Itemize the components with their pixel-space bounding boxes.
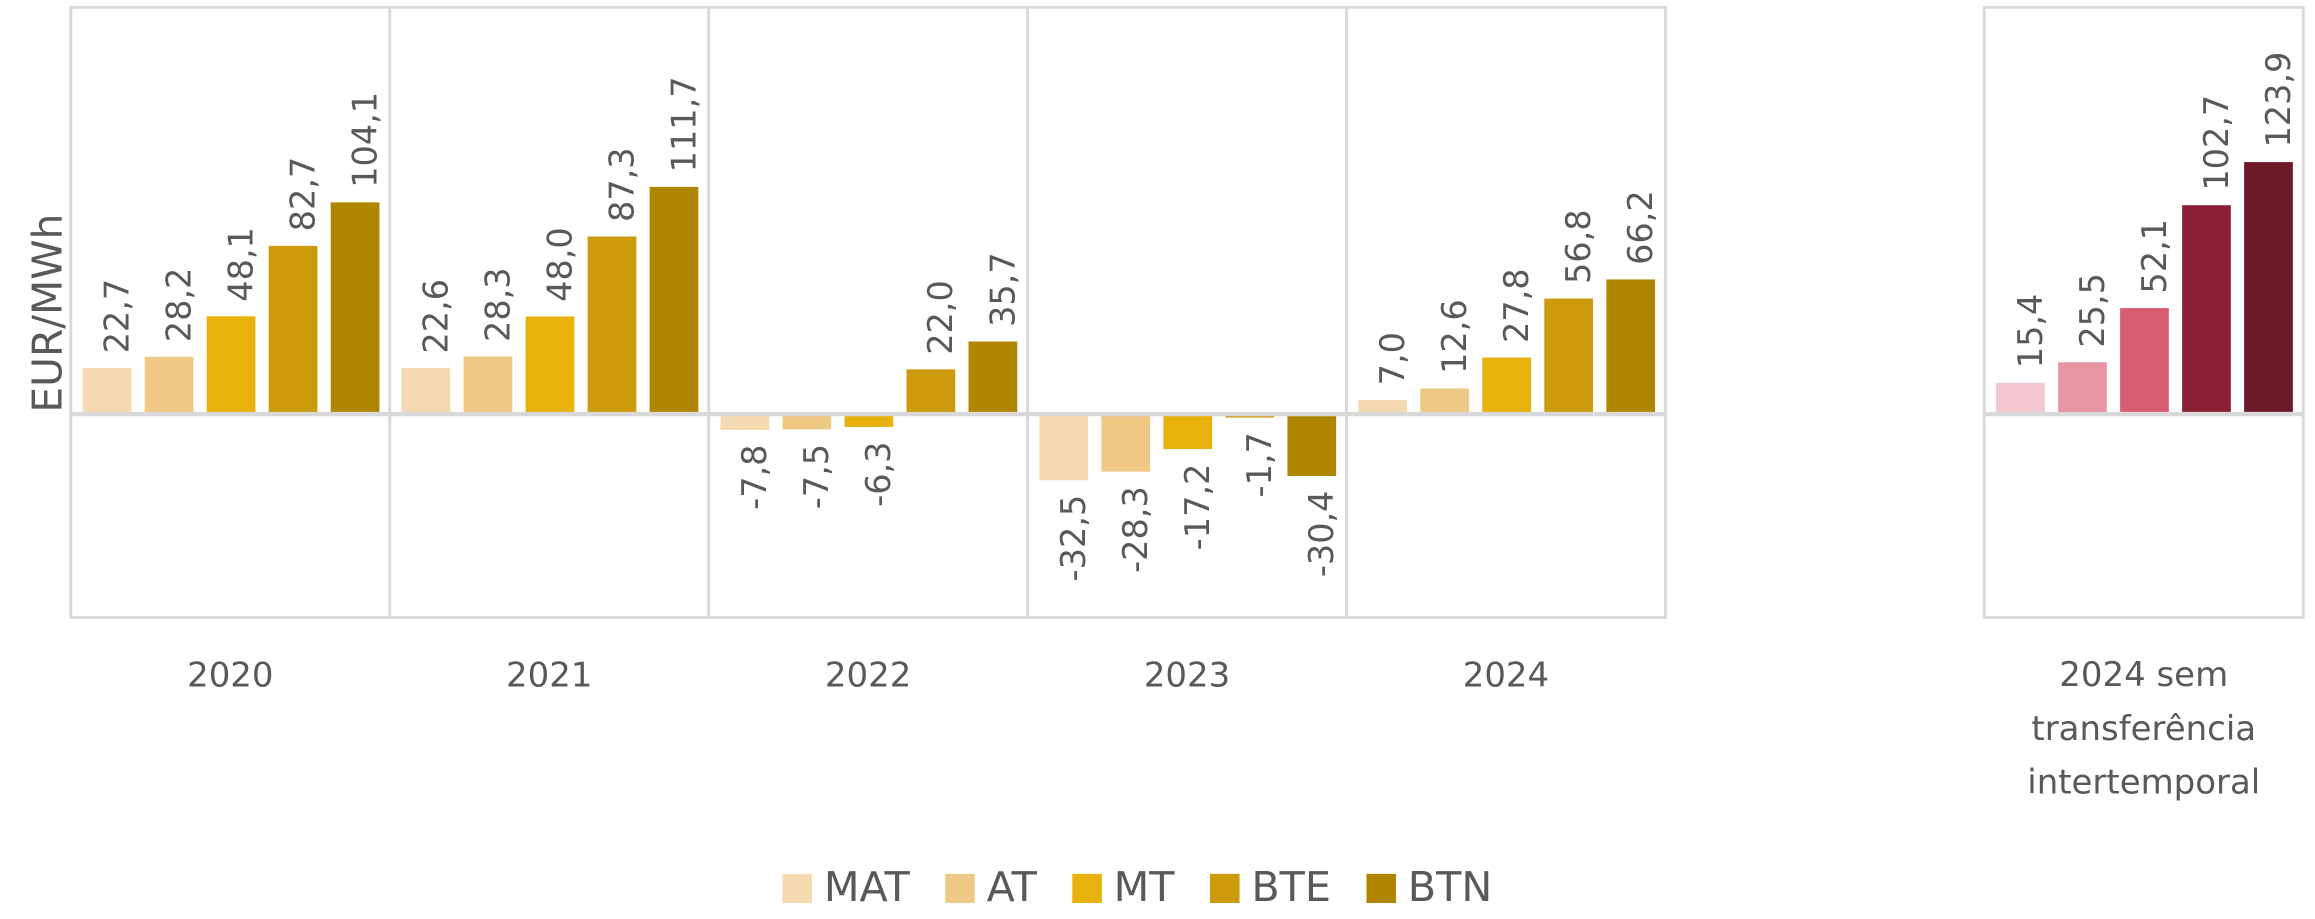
bar	[649, 186, 699, 415]
value-label: -28,3	[1116, 486, 1155, 573]
value-label: -6,3	[859, 441, 898, 506]
bar	[1163, 414, 1213, 450]
x-tick-label: 2024 sem transferência intertemporal	[2027, 656, 2261, 803]
legend-swatch	[1210, 873, 1240, 903]
bar	[401, 368, 451, 415]
x-tick-label: 2020	[187, 656, 273, 695]
value-label: 102,7	[2197, 95, 2236, 191]
value-label: 22,7	[97, 279, 136, 354]
x-tick-label-box: 2024 sem transferência intertemporal	[2027, 656, 2261, 803]
bar	[2244, 162, 2293, 415]
value-label: 123,9	[2259, 52, 2298, 148]
bar	[720, 414, 770, 430]
value-label: 28,3	[478, 267, 517, 342]
bar	[268, 245, 318, 415]
value-label: 52,1	[2135, 219, 2174, 294]
value-label: 7,0	[1373, 332, 1412, 385]
plot-frame	[1982, 5, 2305, 619]
bar	[906, 369, 956, 415]
bar	[782, 414, 832, 430]
legend-swatch	[1366, 873, 1397, 903]
value-label: -30,4	[1302, 491, 1341, 578]
value-label: 15,4	[2011, 294, 2050, 369]
legend-swatch	[1072, 873, 1102, 903]
bar	[463, 356, 513, 415]
legend-swatch	[782, 873, 813, 903]
bar	[968, 341, 1018, 415]
bar	[1287, 414, 1337, 476]
value-label: 27,8	[1497, 268, 1536, 343]
bar	[1420, 388, 1470, 415]
value-label: 12,6	[1435, 299, 1474, 374]
value-label: -7,8	[735, 445, 774, 510]
legend-label: MT	[1114, 863, 1176, 911]
bar	[144, 356, 194, 415]
value-label: -1,7	[1240, 432, 1279, 497]
bar	[2120, 308, 2169, 415]
value-label: 87,3	[602, 147, 641, 222]
x-tick-label: 2024	[1463, 656, 1549, 695]
value-label: 48,0	[540, 227, 579, 302]
value-label: 66,2	[1621, 190, 1660, 265]
value-label: 56,8	[1559, 209, 1598, 284]
bar	[2182, 205, 2231, 415]
bar	[1996, 382, 2045, 415]
legend-swatch	[945, 873, 975, 903]
bar	[1606, 279, 1656, 415]
value-label: 48,1	[221, 227, 260, 302]
x-tick-label: 2021	[506, 656, 592, 695]
bar	[1544, 298, 1594, 415]
value-label: -32,5	[1054, 495, 1093, 582]
value-label: 22,6	[416, 279, 455, 354]
legend-label: MAT	[824, 863, 911, 911]
value-label: 22,0	[921, 280, 960, 355]
bar	[844, 414, 894, 427]
bar	[587, 236, 637, 415]
bar	[82, 367, 132, 415]
bar	[206, 316, 256, 415]
legend-label: BTE	[1251, 863, 1331, 911]
value-label: 104,1	[345, 92, 384, 188]
bar	[1358, 399, 1408, 415]
value-label: 35,7	[983, 252, 1022, 327]
bar	[525, 316, 575, 415]
legend-label: BTN	[1408, 863, 1493, 911]
value-label: -7,5	[797, 444, 836, 509]
bar	[330, 202, 380, 415]
bar	[2058, 362, 2107, 415]
value-label: -17,2	[1178, 464, 1217, 551]
x-tick-label: 2022	[825, 656, 911, 695]
y-axis-label: EUR/MWh	[23, 214, 71, 413]
value-label: 82,7	[283, 157, 322, 232]
bar	[1039, 414, 1089, 481]
legend-label: AT	[987, 863, 1038, 911]
value-label: 111,7	[664, 76, 703, 172]
plot-frame	[69, 5, 1667, 619]
bar	[1101, 414, 1151, 472]
value-label: 28,2	[159, 268, 198, 343]
x-tick-label: 2023	[1144, 656, 1230, 695]
value-label: 25,5	[2073, 273, 2112, 348]
bar	[1482, 357, 1532, 415]
